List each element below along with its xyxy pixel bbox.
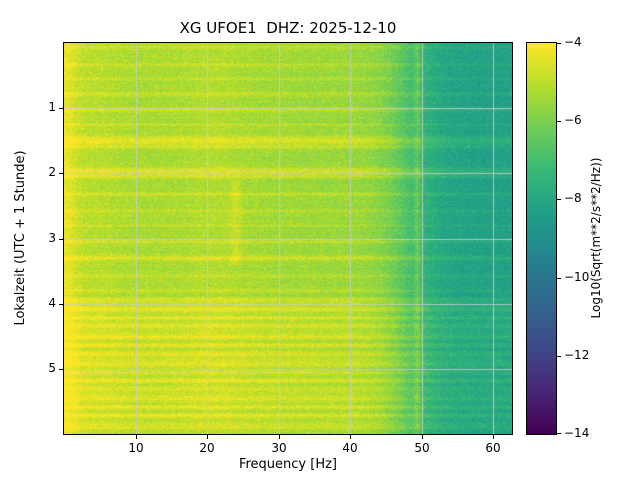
spectrogram-image [64, 43, 512, 434]
colorbar-tick-mark [557, 199, 561, 200]
x-axis-label: Frequency [Hz] [238, 457, 338, 472]
colorbar-gradient [527, 43, 556, 434]
y-tick-mark [59, 369, 63, 370]
colorbar-tick-label: −8 [564, 191, 582, 205]
colorbar-tick-label: −12 [564, 348, 590, 362]
x-tick-label: 10 [128, 441, 144, 455]
colorbar-tick-mark [557, 278, 561, 279]
x-tick-label: 60 [485, 441, 501, 455]
y-tick-mark [59, 239, 63, 240]
y-tick-mark [59, 173, 63, 174]
x-tick-mark [493, 435, 494, 439]
x-tick-mark [422, 435, 423, 439]
y-tick-label: 3 [48, 231, 56, 245]
colorbar-tick-label: −10 [564, 270, 590, 284]
plot-title: XG UFOE1 DHZ: 2025-12-10 [179, 19, 397, 37]
colorbar-tick-mark [557, 356, 561, 357]
colorbar-label: Log10(Sqrt(m**2/s**2/Hz)) [589, 157, 603, 319]
x-tick-mark [350, 435, 351, 439]
colorbar-tick-label: −4 [564, 35, 582, 49]
colorbar-tick-mark [557, 433, 561, 434]
y-tick-label: 1 [48, 100, 56, 114]
colorbar-tick-label: −6 [564, 113, 582, 127]
colorbar-tick-label: −14 [564, 426, 590, 440]
x-tick-mark [136, 435, 137, 439]
colorbar-tick-mark [557, 43, 561, 44]
y-tick-mark [59, 108, 63, 109]
x-tick-label: 30 [271, 441, 287, 455]
colorbar-tick-mark [557, 121, 561, 122]
x-tick-label: 40 [342, 441, 358, 455]
y-tick-mark [59, 304, 63, 305]
y-tick-label: 2 [48, 165, 56, 179]
x-tick-label: 50 [414, 441, 430, 455]
x-tick-mark [207, 435, 208, 439]
y-tick-label: 5 [48, 361, 56, 375]
x-tick-mark [279, 435, 280, 439]
x-tick-label: 20 [199, 441, 215, 455]
y-tick-label: 4 [48, 296, 56, 310]
